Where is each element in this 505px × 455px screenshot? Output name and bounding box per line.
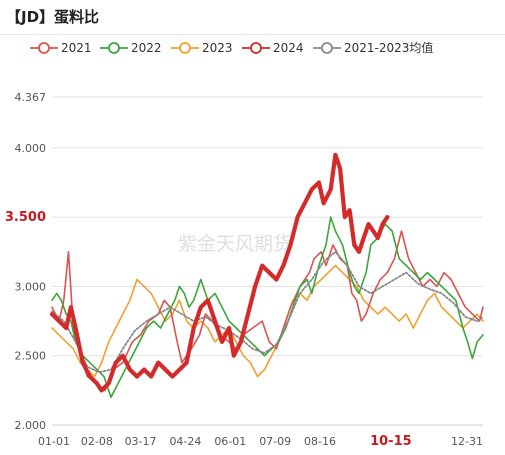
x-tick-label: 03-17 (125, 435, 157, 448)
legend-label: 2021-2023均值 (344, 40, 433, 55)
legend-label: 2024 (273, 41, 304, 55)
series-line-2021-2023均值 (51, 250, 484, 374)
current-value-label: 3.500 (5, 210, 46, 225)
legend-marker (108, 42, 120, 54)
series-line-2024 (49, 152, 390, 393)
y-tick-label: 4.000 (15, 142, 47, 155)
series-lines (49, 152, 484, 399)
x-tick-label: 08-16 (304, 435, 336, 448)
x-tick-label: 06-01 (214, 435, 246, 448)
legend: 2021 2022 2023 2024 2021-2023均值 (30, 40, 433, 55)
x-tick-label: 12-31 (451, 435, 483, 448)
x-tick-label: 01-01 (38, 435, 70, 448)
x-tick-label: 02-08 (81, 435, 113, 448)
legend-marker (179, 42, 191, 54)
y-tick-label: 2.000 (15, 419, 47, 432)
legend-label: 2021 (61, 41, 92, 55)
x-axis: 01-01 02-08 03-17 04-24 06-01 07-09 08-16 10-15… (38, 424, 483, 449)
legend-marker (250, 42, 262, 54)
legend-label: 2023 (202, 41, 233, 55)
y-tick-label: 4.367 (15, 91, 47, 104)
x-tick-label: 04-24 (169, 435, 201, 448)
legend-marker (321, 42, 333, 54)
y-tick-label: 2.500 (15, 350, 47, 363)
legend-marker (38, 42, 50, 54)
chart-title: 【JD】蛋料比 (6, 8, 100, 26)
watermark-text: 紫金天风期货 (178, 233, 292, 255)
current-date-label: 10-15 (370, 434, 412, 449)
grid-lines (52, 96, 483, 426)
y-tick-label: 3.000 (15, 280, 47, 293)
legend-label: 2022 (131, 41, 162, 55)
series-line-2022 (51, 216, 484, 399)
x-tick-label: 07-09 (259, 435, 291, 448)
y-axis: 2.000 2.500 3.000 3.500 4.000 4.367 (5, 91, 46, 432)
series-line-2023 (51, 264, 484, 378)
title-divider (0, 34, 505, 35)
